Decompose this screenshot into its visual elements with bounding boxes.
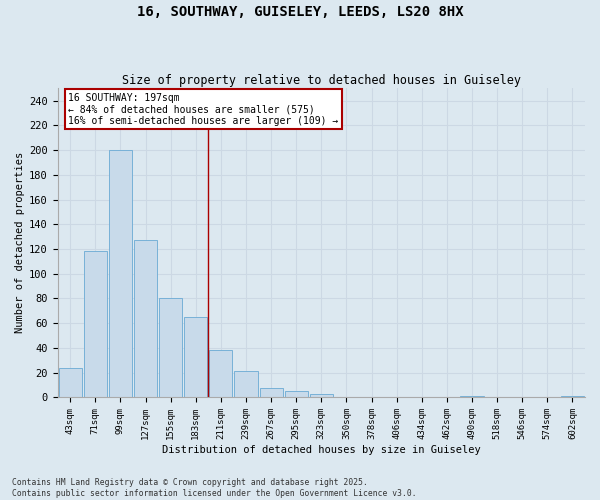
Bar: [209, 350, 232, 398]
Bar: [134, 240, 157, 398]
Bar: [84, 252, 107, 398]
Y-axis label: Number of detached properties: Number of detached properties: [15, 152, 25, 334]
Bar: [184, 317, 208, 398]
Text: Contains HM Land Registry data © Crown copyright and database right 2025.
Contai: Contains HM Land Registry data © Crown c…: [12, 478, 416, 498]
Title: Size of property relative to detached houses in Guiseley: Size of property relative to detached ho…: [122, 74, 521, 87]
Text: 16, SOUTHWAY, GUISELEY, LEEDS, LS20 8HX: 16, SOUTHWAY, GUISELEY, LEEDS, LS20 8HX: [137, 5, 463, 19]
Bar: [460, 396, 484, 398]
Bar: [59, 368, 82, 398]
Bar: [235, 372, 257, 398]
Bar: [284, 392, 308, 398]
Text: 16 SOUTHWAY: 197sqm
← 84% of detached houses are smaller (575)
16% of semi-detac: 16 SOUTHWAY: 197sqm ← 84% of detached ho…: [68, 93, 338, 126]
Bar: [109, 150, 132, 398]
X-axis label: Distribution of detached houses by size in Guiseley: Distribution of detached houses by size …: [162, 445, 481, 455]
Bar: [310, 394, 333, 398]
Bar: [159, 298, 182, 398]
Bar: [561, 396, 584, 398]
Bar: [260, 388, 283, 398]
